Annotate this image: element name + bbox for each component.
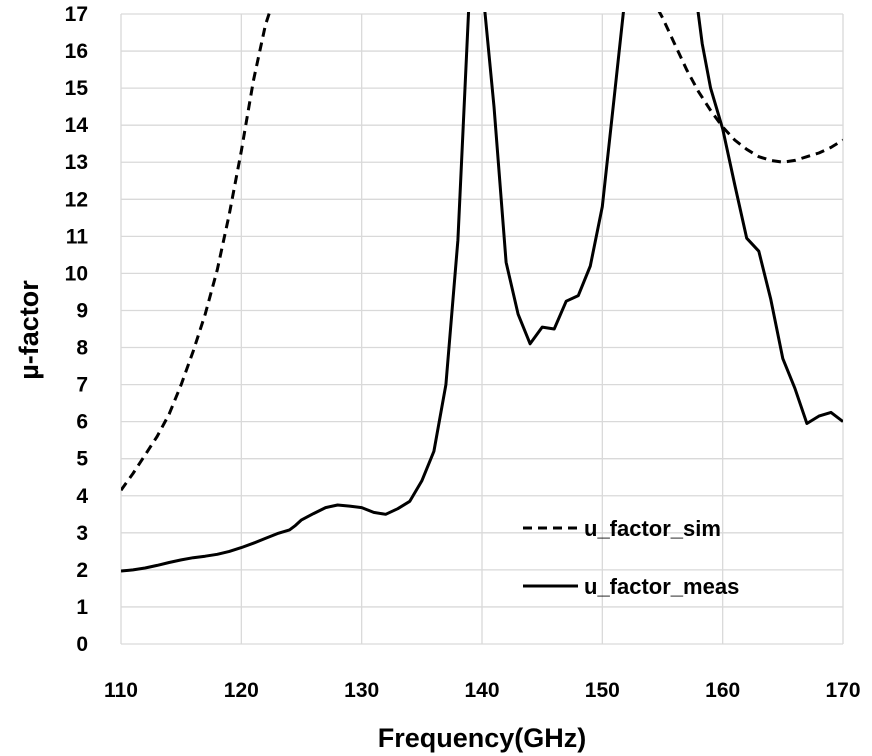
legend: u_factor_sim u_factor_meas	[523, 516, 739, 599]
y-tick-label: 15	[65, 77, 89, 100]
y-tick-label: 8	[76, 337, 88, 360]
y-tick-label: 12	[65, 188, 88, 211]
grid	[120, 13, 844, 645]
series-line-u-factor-meas	[121, 12, 843, 573]
y-tick-label: 3	[76, 522, 88, 545]
y-tick-label: 5	[76, 448, 88, 471]
x-tick-label: 170	[825, 679, 860, 702]
y-tick-label: 16	[65, 40, 88, 63]
x-tick-label: 150	[585, 679, 620, 702]
y-tick-label: 2	[76, 559, 88, 582]
y-tick-label: 6	[76, 411, 88, 434]
series-layer	[121, 12, 843, 573]
x-tick-label: 120	[224, 679, 259, 702]
y-tick-label: 1	[76, 596, 88, 619]
series-line-u-factor-sim	[121, 12, 843, 492]
x-tick-label: 140	[464, 679, 499, 702]
x-tick-label: 160	[705, 679, 740, 702]
x-tick-label: 130	[344, 679, 379, 702]
legend-label: u_factor_meas	[584, 574, 739, 599]
y-tick-label: 11	[66, 225, 89, 248]
x-axis-title: Frequency(GHz)	[378, 723, 587, 753]
legend-label: u_factor_sim	[584, 516, 721, 541]
y-tick-label: 14	[65, 114, 89, 137]
x-tick-labels: 110 120 130 140 150 160 170	[104, 679, 860, 702]
y-tick-label: 17	[65, 3, 88, 26]
y-tick-label: 7	[76, 374, 88, 397]
y-tick-label: 4	[76, 485, 88, 508]
y-tick-label: 10	[65, 262, 88, 285]
y-tick-label: 0	[76, 633, 88, 656]
y-axis-title: µ-factor	[14, 280, 44, 380]
x-tick-label: 110	[104, 679, 138, 702]
y-tick-label: 13	[65, 151, 88, 174]
y-tick-label: 9	[76, 299, 88, 322]
